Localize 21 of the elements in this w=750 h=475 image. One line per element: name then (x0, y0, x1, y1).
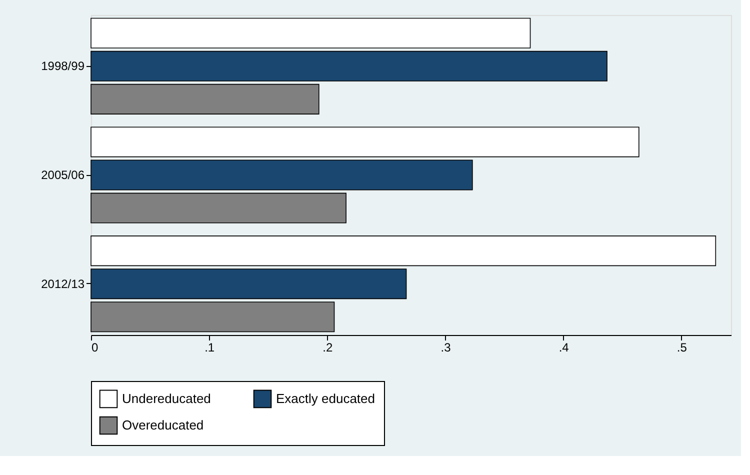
bar (90, 268, 407, 300)
y-tick-label: 2005/06 (41, 168, 85, 182)
x-tick-label: 0 (92, 340, 98, 354)
bar (90, 126, 640, 158)
bar (90, 18, 531, 48)
x-tick-label: .2 (322, 340, 333, 354)
bar (90, 302, 335, 332)
bar (90, 84, 320, 114)
x-tick-label: .4 (558, 340, 570, 354)
legend-label: Exactly educated (276, 390, 376, 406)
bar (90, 160, 473, 190)
x-tick-label: .5 (676, 340, 688, 354)
bar (90, 50, 608, 82)
y-tick-label: 2012/13 (41, 276, 85, 291)
y-tick-label: 1998/99 (41, 59, 85, 74)
x-tick-label: .1 (204, 340, 215, 354)
bar (90, 192, 346, 224)
bar (90, 236, 716, 266)
x-tick-label: .3 (440, 340, 452, 354)
legend-label: Undereducated (122, 390, 211, 406)
legend-label: Overeducated (122, 418, 204, 432)
